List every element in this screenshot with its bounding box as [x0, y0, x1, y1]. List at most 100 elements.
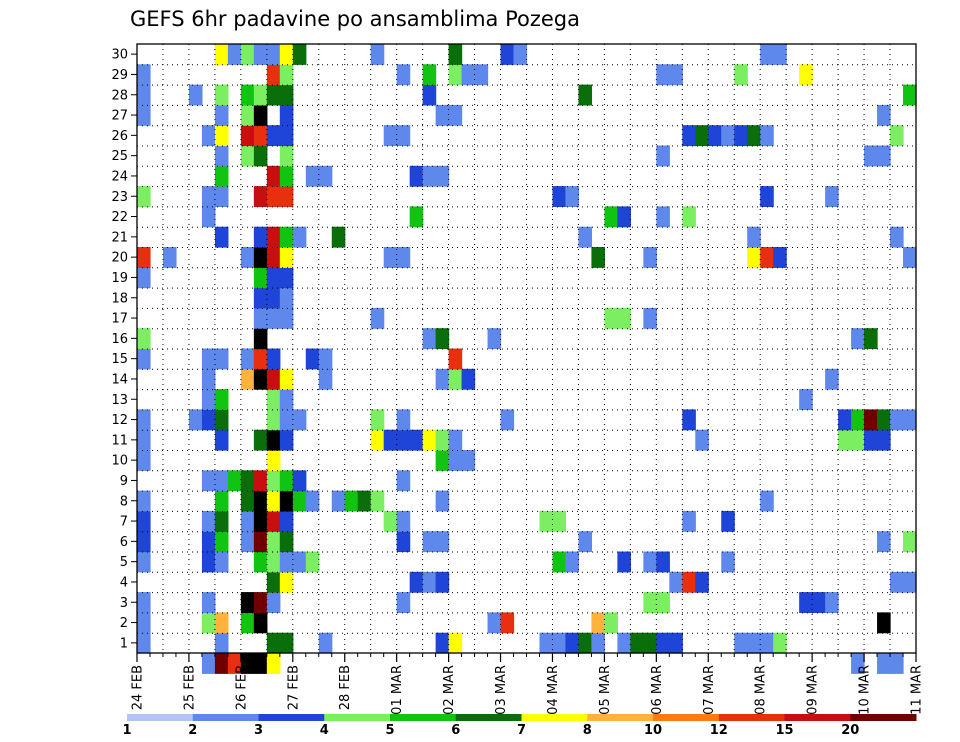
y-tick-label: 4	[120, 575, 128, 590]
heatmap-cell	[279, 632, 294, 654]
y-tick-label: 24	[111, 169, 128, 184]
heatmap-cell	[279, 145, 294, 167]
heatmap-cell	[656, 64, 670, 86]
heatmap-cell	[201, 592, 216, 613]
heatmap-cell	[656, 592, 670, 613]
heatmap-cell	[253, 531, 268, 553]
heatmap-cell	[383, 247, 398, 268]
heatmap-cell	[448, 104, 463, 126]
x-tick-label: 11 MAR	[910, 665, 925, 715]
heatmap-cell	[214, 490, 229, 512]
heatmap-cell	[500, 612, 515, 634]
heatmap-cell	[383, 125, 398, 147]
heatmap-cell	[266, 389, 281, 410]
heatmap-cell	[240, 247, 255, 268]
heatmap-cell	[266, 84, 281, 106]
heatmap-cell	[591, 247, 605, 268]
heatmap-cell	[240, 84, 255, 106]
heatmap-cell	[357, 490, 372, 512]
heatmap-cell	[435, 368, 450, 390]
legend-swatch	[653, 714, 720, 721]
y-tick-label: 27	[111, 109, 128, 124]
legend-swatch	[521, 714, 588, 721]
heatmap-cell	[253, 247, 268, 268]
heatmap-cell	[240, 531, 255, 553]
heatmap-cell	[422, 165, 437, 187]
heatmap-cell	[253, 592, 268, 613]
heatmap-cell	[318, 368, 333, 390]
heatmap-cell	[279, 186, 294, 207]
heatmap-cell	[253, 551, 268, 573]
x-tick-label: 10 MAR	[858, 665, 873, 715]
heatmap-cell	[513, 44, 528, 65]
heatmap-cell	[552, 632, 567, 654]
heatmap-cell	[422, 531, 437, 553]
heatmap-cell	[409, 206, 424, 228]
x-tick-label: 26 FEB	[234, 665, 249, 710]
heatmap-cell	[305, 490, 320, 512]
legend-swatch	[192, 714, 259, 721]
heatmap-cell	[137, 429, 151, 451]
heatmap-cell	[292, 409, 307, 431]
heatmap-cell	[682, 571, 696, 593]
y-tick-label: 23	[111, 190, 128, 205]
heatmap-cell	[877, 104, 891, 126]
heatmap-cell	[487, 328, 502, 350]
heatmap-cell	[279, 429, 294, 451]
heatmap-cell	[253, 612, 268, 634]
legend-swatch	[718, 714, 785, 721]
heatmap-cell	[240, 44, 255, 65]
heatmap-cell	[760, 247, 774, 268]
y-tick-label: 15	[111, 352, 128, 367]
legend-label: 7	[517, 723, 526, 738]
heatmap-cell	[435, 490, 450, 512]
heatmap-cell	[137, 409, 151, 431]
heatmap-cell	[214, 653, 229, 674]
heatmap-cell	[266, 551, 281, 573]
heatmap-cell	[201, 612, 216, 634]
heatmap-cell	[799, 64, 813, 86]
heatmap-cell	[747, 632, 761, 654]
heatmap-cell	[643, 632, 657, 654]
heatmap-cell	[448, 44, 463, 65]
heatmap-cell	[137, 64, 151, 86]
heatmap-cell	[253, 44, 268, 65]
y-tick-label: 17	[111, 312, 128, 327]
heatmap-cell	[188, 84, 203, 106]
heatmap-cell	[201, 470, 216, 492]
heatmap-cell	[240, 490, 255, 512]
heatmap-cell	[214, 389, 229, 410]
heatmap-cell	[266, 247, 281, 268]
heatmap-cell	[279, 551, 294, 573]
heatmap-cell	[799, 592, 813, 613]
heatmap-cell	[266, 409, 281, 431]
heatmap-cell	[137, 328, 151, 350]
heatmap-cell	[253, 104, 268, 126]
heatmap-cell	[838, 429, 852, 451]
heatmap-cell	[396, 592, 411, 613]
heatmap-cell	[539, 510, 554, 532]
y-tick-label: 11	[111, 433, 128, 448]
legend-label: 1	[122, 723, 131, 738]
y-tick-label: 16	[111, 332, 128, 347]
heatmap-cell	[669, 632, 683, 654]
heatmap-cell	[760, 490, 774, 512]
y-tick-label: 8	[120, 494, 128, 509]
heatmap-cell	[877, 145, 891, 167]
heatmap-cell	[214, 510, 229, 532]
heatmap-cell	[240, 125, 255, 147]
legend-swatch	[850, 714, 917, 721]
heatmap-cell	[591, 632, 605, 654]
heatmap-cell	[760, 186, 774, 207]
heatmap-cell	[266, 571, 281, 593]
heatmap-cell	[539, 632, 554, 654]
y-tick-label: 9	[120, 474, 128, 489]
heatmap-cell	[838, 409, 852, 431]
y-tick-label: 26	[111, 129, 128, 144]
heatmap-cell	[656, 206, 670, 228]
heatmap-cell	[617, 206, 631, 228]
heatmap-cell	[396, 429, 411, 451]
heatmap-cell	[396, 247, 411, 268]
heatmap-cell	[137, 267, 151, 289]
